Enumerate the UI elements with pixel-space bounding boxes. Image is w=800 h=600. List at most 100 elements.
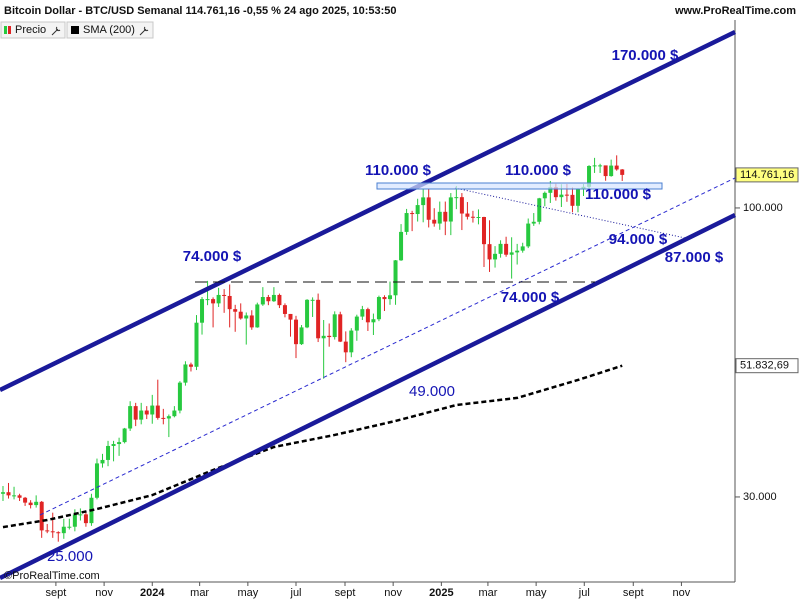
candle-body [100, 459, 105, 464]
candle-body [487, 244, 492, 260]
candle-body [244, 315, 249, 319]
candle-body [437, 211, 442, 224]
sma-line [2, 364, 623, 529]
candle-body [404, 213, 409, 232]
candle-body [205, 299, 210, 301]
settings-icon[interactable] [51, 26, 61, 36]
candle-body [603, 165, 608, 177]
annotation: 110.000 $ [585, 186, 652, 203]
channel-lower [0, 212, 736, 581]
candle-body [476, 216, 481, 218]
candle-body [266, 297, 271, 302]
candle-body [448, 197, 453, 222]
candle-body [61, 526, 66, 534]
trend-line [454, 187, 686, 239]
candle-body [531, 221, 536, 224]
candle-body [481, 216, 486, 245]
candle-body [277, 294, 282, 306]
legend-box[interactable] [0, 21, 66, 39]
x-tick-label: sept [623, 587, 644, 599]
candle-body [122, 428, 127, 443]
candle-body [559, 194, 564, 198]
annotation: 94.000 $ [609, 231, 668, 248]
candle-body [354, 316, 359, 331]
candle-body [305, 299, 310, 328]
candle-body [509, 252, 514, 255]
candle-body [321, 335, 326, 339]
candle-body [327, 335, 332, 338]
candle-body [520, 246, 525, 251]
candle-body [432, 219, 437, 224]
last-value-label: 51.832,69 [740, 360, 789, 372]
candle-body [249, 315, 254, 328]
candle-body [421, 197, 426, 206]
candle-body [376, 297, 381, 320]
candle-body [39, 501, 44, 531]
legend-box[interactable] [66, 21, 154, 39]
candle-body [56, 532, 61, 534]
candle-body [493, 253, 498, 260]
candle-body [128, 406, 133, 429]
candle-body [454, 197, 459, 199]
annotation: 49.000 [409, 383, 455, 400]
annotation: 110.000 $ [365, 162, 432, 179]
candle-body [150, 405, 155, 415]
candle-body [537, 198, 542, 222]
candle-body [194, 322, 199, 367]
candle-body [238, 311, 243, 319]
candle-body [0, 492, 5, 494]
candle-body [365, 309, 370, 323]
candle-body [294, 319, 299, 345]
x-tick-label: sept [335, 587, 356, 599]
candle-body [504, 243, 509, 255]
legend-swatch [8, 26, 11, 34]
candle-body [28, 502, 33, 506]
candle-body [117, 442, 122, 445]
candle-body [338, 314, 343, 342]
candle-body [227, 295, 232, 310]
candle-body [78, 514, 83, 516]
annotation: 74.000 $ [183, 248, 242, 265]
candle-body [166, 416, 171, 419]
settings-icon[interactable] [139, 26, 149, 36]
candle-body [216, 294, 221, 304]
candle-body [106, 445, 111, 460]
candle-body [570, 194, 575, 206]
x-tick-label: may [526, 587, 547, 599]
legend-swatch [4, 26, 7, 34]
candle-body [23, 497, 28, 503]
legend: Precio SMA (200) [0, 21, 154, 39]
annotation: 87.000 $ [665, 249, 724, 266]
annotation: 74.000 $ [501, 289, 560, 306]
candle-body [17, 495, 22, 498]
annotation: 25.000 [47, 548, 93, 565]
candle-body [542, 192, 547, 199]
x-tick-label: sept [45, 587, 66, 599]
x-tick-label: may [237, 587, 258, 599]
candle-body [282, 305, 287, 314]
x-tick-label: mar [478, 587, 497, 599]
y-tick-label: 30.000 [743, 491, 777, 503]
candle-body [50, 531, 55, 533]
drawings [0, 29, 736, 581]
candle-body [271, 294, 276, 302]
candle-body [620, 169, 625, 175]
candle-body [515, 250, 520, 253]
x-tick-label: nov [384, 587, 402, 599]
chart-title: Bitcoin Dollar - BTC/USD Semanal 114.761… [4, 5, 397, 17]
candle-body [111, 444, 116, 446]
candle-body [410, 213, 415, 215]
x-tick-label: 2025 [429, 587, 453, 599]
candle-body [200, 299, 205, 323]
candle-body [614, 165, 619, 170]
candle-body [415, 205, 420, 215]
candle-body [498, 243, 503, 254]
candle-body [255, 304, 260, 328]
candle-body [188, 364, 193, 367]
candle-body [349, 330, 354, 353]
candle-body [470, 216, 475, 218]
candle-body [592, 165, 597, 167]
